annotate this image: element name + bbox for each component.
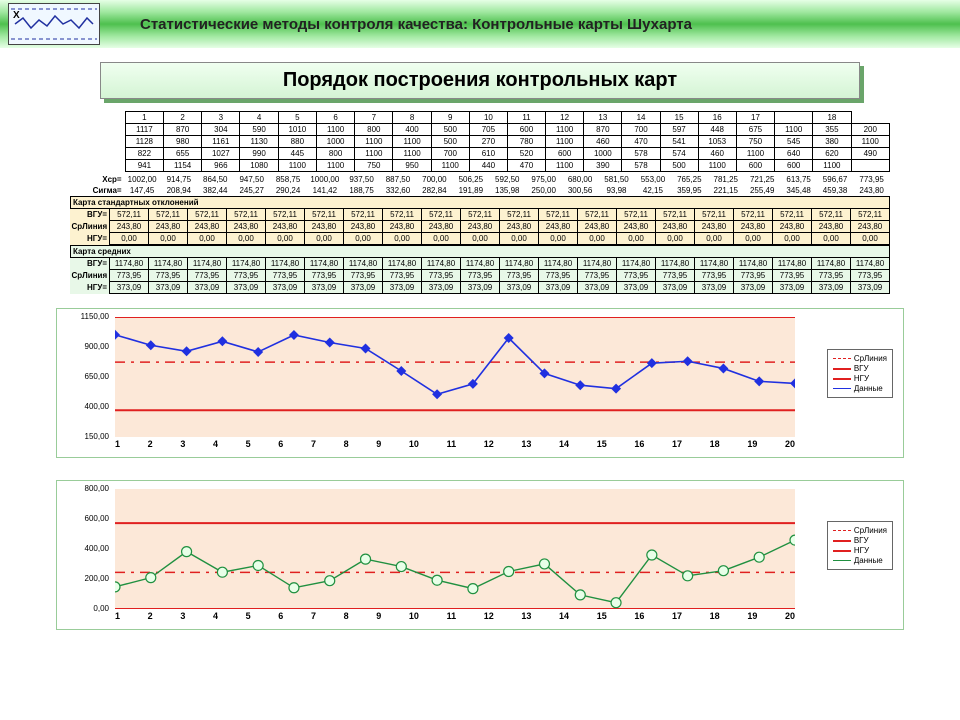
logo-chart-icon: X [8,3,100,45]
svg-text:X: X [13,10,20,21]
header-band: X Статистические методы контроля качеств… [0,0,960,48]
page-title-box: Порядок построения контрольных карт [100,62,860,99]
chart-legend: СрЛинияВГУНГУДанные [827,521,893,570]
raw-data-table: 1234567891011121314151617181117870304590… [70,111,890,172]
chart-stddev: 800,00600,00400,00200,000,00 12345678910… [56,480,904,630]
data-tables: 1234567891011121314151617181117870304590… [70,111,890,294]
header-title: Статистические методы контроля качества:… [140,16,692,33]
page-title: Порядок построения контрольных карт [100,62,860,99]
chart-legend: СрЛинияВГУНГУДанные [827,349,893,398]
chart-means: 1150,00900,00650,00400,00150,00 12345678… [56,308,904,458]
